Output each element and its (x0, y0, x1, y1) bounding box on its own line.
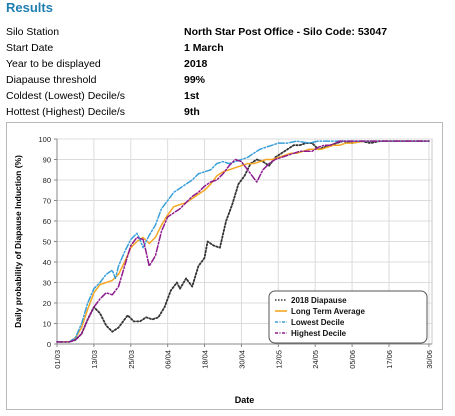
y-tick-label: 60 (43, 217, 51, 226)
series-line-2 (56, 140, 430, 343)
legend-box (268, 290, 428, 344)
legend-label: Highest Decile (291, 329, 347, 338)
x-tick-label: 24/05 (311, 350, 320, 369)
x-tick-label: 01/03 (53, 350, 62, 369)
chart-frame: 0 10 20 30 40 50 60 70 80 90 100 01/03 13/03 25/03 06/… (6, 122, 443, 410)
x-tick-label: 17/06 (385, 350, 394, 369)
info-row-silo-station: Silo Station North Star Post Office - Si… (6, 24, 446, 40)
y-tick-label: 20 (43, 299, 51, 308)
x-tick-label: 06/04 (164, 350, 173, 369)
x-tick-label: 12/05 (274, 350, 283, 369)
y-tick-label: 40 (43, 258, 51, 267)
results-title: Results (6, 0, 53, 15)
y-tick-label: 70 (43, 197, 51, 206)
grid-layer (56, 138, 433, 345)
info-row-coldest-decile: Coldest (Lowest) Decile/s 1st (6, 88, 446, 104)
legend-label: Long Term Average (291, 307, 365, 316)
y-tick-label: 80 (43, 176, 51, 185)
info-value: 1st (184, 90, 200, 102)
legend-label: Lowest Decile (291, 318, 345, 327)
series-line-3 (56, 140, 430, 343)
info-row-diapause-threshold: Diapause threshold 99% (6, 72, 446, 88)
info-row-year: Year to be displayed 2018 (6, 56, 446, 72)
info-value: 2018 (184, 58, 208, 70)
y-tick-label: 50 (43, 238, 51, 247)
y-axis-label: Daily probability of Diapause Induction … (13, 155, 23, 328)
station-info-table: Silo Station North Star Post Office - Si… (6, 24, 446, 120)
x-tick-label: 30/04 (237, 350, 246, 369)
y-tick-label: 30 (43, 279, 51, 288)
x-tick-label: 18/04 (201, 350, 210, 369)
x-tick-label: 13/03 (90, 350, 99, 369)
y-tick-label: 10 (43, 320, 51, 329)
series-layer (56, 140, 430, 343)
info-row-hottest-decile: Hottest (Highest) Decile/s 9th (6, 104, 446, 120)
info-label: Start Date (6, 42, 54, 54)
info-row-start-date: Start Date 1 March (6, 40, 446, 56)
y-tick-label: 90 (43, 156, 51, 165)
info-value: 99% (184, 74, 206, 86)
y-tick-label: 100 (38, 135, 51, 144)
info-label: Diapause threshold (6, 74, 97, 86)
chart-legend: 2018 Diapause Long Term Average Lowest Dec… (268, 290, 428, 344)
info-label: Coldest (Lowest) Decile/s (6, 90, 126, 102)
info-label: Silo Station (6, 26, 60, 38)
info-label: Year to be displayed (6, 58, 101, 70)
diapause-chart: 0 10 20 30 40 50 60 70 80 90 100 01/03 13/03 25/03 06/… (13, 135, 434, 405)
info-value: 1 March (184, 42, 224, 54)
axis-layer: 0 10 20 30 40 50 60 70 80 90 100 01/03 13/03 25/03 06/… (38, 135, 433, 369)
legend-label: 2018 Diapause (291, 296, 347, 305)
info-label: Hottest (Highest) Decile/s (6, 106, 126, 118)
y-tick-label: 0 (47, 340, 51, 349)
x-tick-label: 30/06 (425, 350, 434, 369)
x-tick-label: 05/06 (348, 350, 357, 369)
series-line-0 (56, 140, 430, 343)
x-tick-label: 25/03 (127, 350, 136, 369)
info-value: North Star Post Office - Silo Code: 5304… (184, 26, 388, 38)
info-value: 9th (184, 106, 200, 118)
x-axis-label: Date (235, 395, 255, 405)
